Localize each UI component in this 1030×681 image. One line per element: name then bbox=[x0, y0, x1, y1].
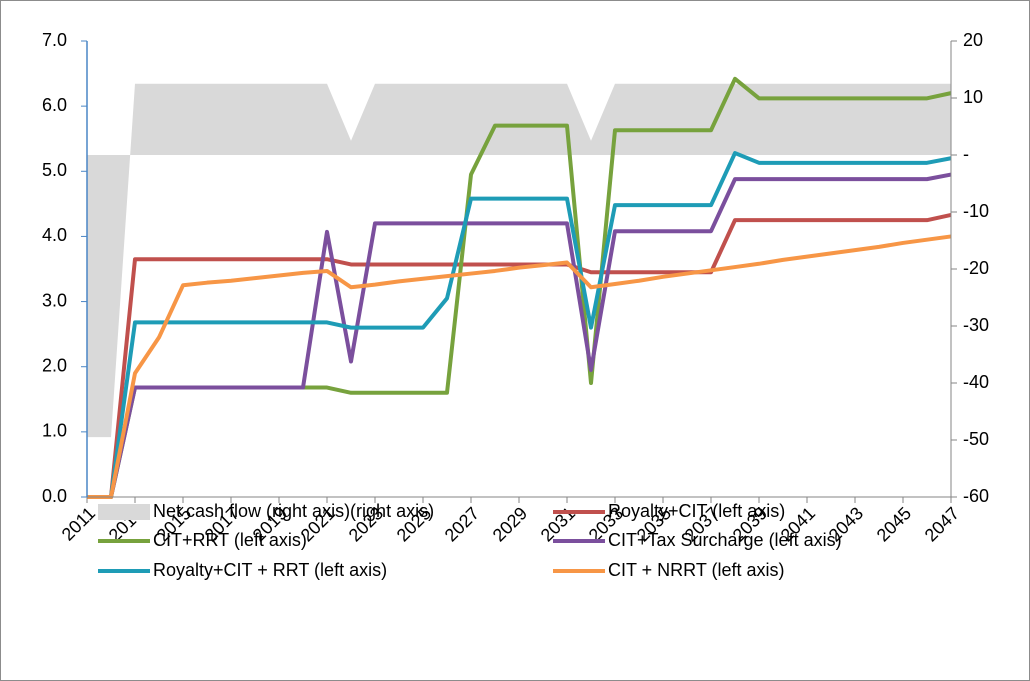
y2-tick-label: -30 bbox=[963, 315, 989, 335]
y-tick-label: 6.0 bbox=[42, 95, 67, 115]
line bbox=[87, 172, 952, 499]
y-tick-label: 2.0 bbox=[42, 355, 67, 375]
legend-label: Royalty+CIT + RRT (left axis) bbox=[153, 560, 387, 580]
y-tick-label: 4.0 bbox=[42, 225, 67, 245]
y2-tick-label: 20 bbox=[963, 30, 983, 50]
line bbox=[87, 234, 952, 499]
y2-tick-label: - bbox=[963, 144, 969, 164]
legend-label: CIT + NRRT (left axis) bbox=[608, 560, 785, 580]
y2-tick-label: -10 bbox=[963, 201, 989, 221]
line bbox=[87, 151, 952, 499]
y-tick-label: 5.0 bbox=[42, 160, 67, 180]
y-tick-label: 7.0 bbox=[42, 30, 67, 50]
y2-tick-label: -40 bbox=[963, 372, 989, 392]
area bbox=[87, 83, 951, 438]
line bbox=[87, 212, 952, 499]
y2-tick-label: -60 bbox=[963, 486, 989, 506]
legend-swatch bbox=[98, 504, 150, 520]
y-tick-label: 1.0 bbox=[42, 421, 67, 441]
legend-label: Net cash flow (right axis)(right axis) bbox=[153, 501, 434, 521]
y-tick-label: 0.0 bbox=[42, 486, 67, 506]
legend-label: CIT+Tax Surcharge (left axis) bbox=[608, 530, 842, 550]
y-tick-label: 3.0 bbox=[42, 290, 67, 310]
y2-tick-label: 10 bbox=[963, 87, 983, 107]
y2-tick-label: -50 bbox=[963, 429, 989, 449]
y2-tick-label: -20 bbox=[963, 258, 989, 278]
legend-label: Royalty+CIT (left axis) bbox=[608, 501, 785, 521]
legend-label: CIT+RRT (left axis) bbox=[153, 530, 307, 550]
